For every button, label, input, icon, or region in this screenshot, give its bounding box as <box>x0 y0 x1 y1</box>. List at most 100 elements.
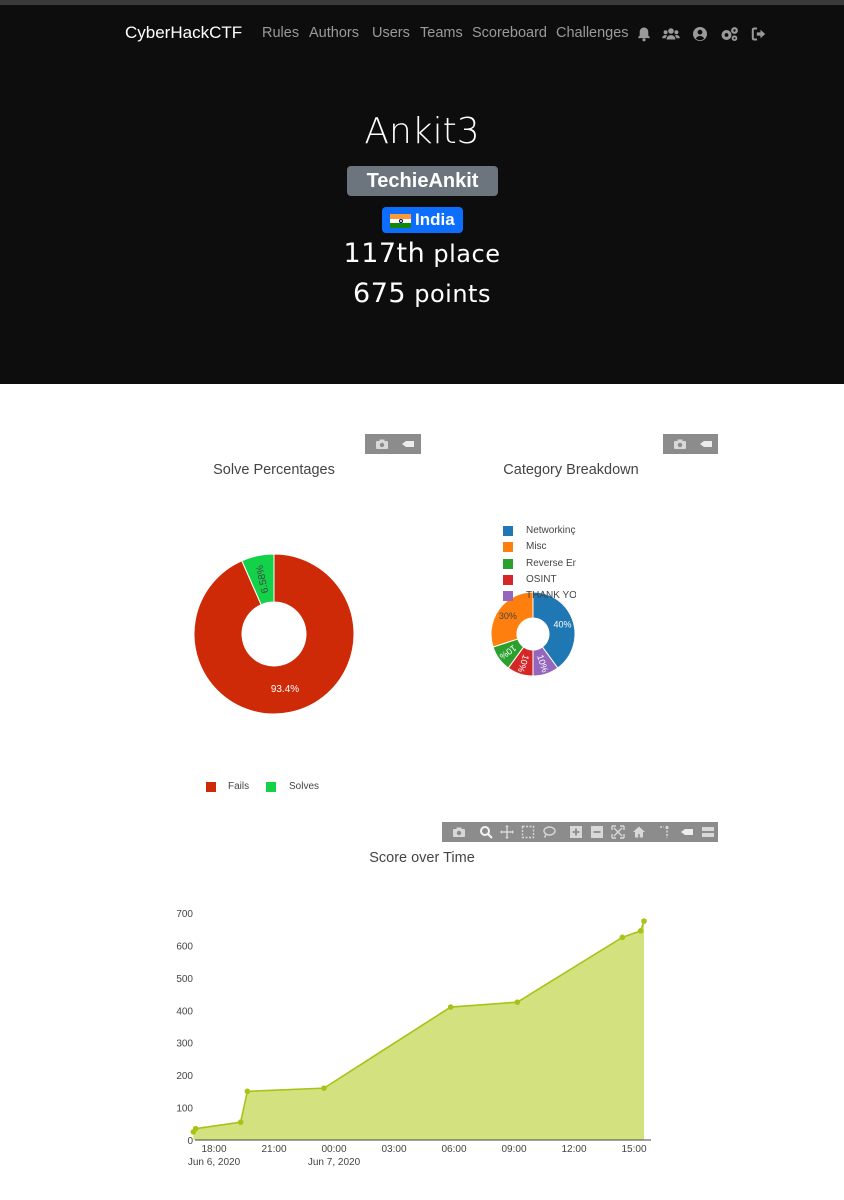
points-number: 675 <box>353 278 407 309</box>
score-point[interactable] <box>447 1004 454 1010</box>
score-area-fill <box>193 921 645 1140</box>
brand-link[interactable]: CyberHackCTF <box>125 23 243 42</box>
y-tick-label: 700 <box>176 909 193 920</box>
category-chart-modebar <box>663 434 718 454</box>
y-tick-label: 200 <box>176 1071 193 1082</box>
x-tick-label: 06:00 <box>441 1144 466 1155</box>
score-line <box>192 920 645 1133</box>
y-tick-label: 500 <box>176 974 193 985</box>
category-slice-label-networking: 40% <box>553 619 571 629</box>
box-select-icon[interactable] <box>521 825 535 839</box>
score-chart-modebar <box>442 822 718 842</box>
category-pie-chart: 40%10%10%10%30% <box>490 591 576 677</box>
user-points: 675 points <box>0 278 844 309</box>
camera-icon[interactable] <box>673 437 687 451</box>
x-tick-label: 03:00 <box>381 1144 406 1155</box>
legend-swatch-osint[interactable] <box>503 575 513 585</box>
zoom-icon[interactable] <box>479 825 493 839</box>
camera-icon[interactable] <box>375 437 389 451</box>
settings-icon[interactable] <box>720 26 739 42</box>
x-tick-label: 09:00 <box>501 1144 526 1155</box>
score-point[interactable] <box>321 1085 327 1091</box>
legend-label-reverse-engineering[interactable]: Reverse En <box>526 558 576 569</box>
user-place: 117th place <box>0 238 844 269</box>
legend-label-solves[interactable]: Solves <box>289 781 320 792</box>
legend-label-thank-you[interactable]: THANK YO <box>526 590 576 601</box>
nav-challenges[interactable]: Challenges <box>556 25 629 41</box>
place-suffix: place <box>433 240 501 268</box>
x-tick-label: 15:00 <box>621 1144 646 1155</box>
hover-closest-icon[interactable] <box>680 825 694 839</box>
category-legend: Networkinç Misc Reverse En OSINT THANK Y… <box>500 520 576 602</box>
x-tick-date-label: Jun 6, 2020 <box>188 1157 241 1168</box>
legend-label-misc[interactable]: Misc <box>526 541 547 552</box>
y-tick-label: 0 <box>187 1136 193 1147</box>
legend-swatch-fails[interactable] <box>206 782 216 792</box>
y-tick-label: 300 <box>176 1039 193 1050</box>
pan-icon[interactable] <box>500 825 514 839</box>
y-tick-label: 400 <box>176 1006 193 1017</box>
autoscale-icon[interactable] <box>611 825 625 839</box>
score-point[interactable] <box>619 934 626 941</box>
legend-label-fails[interactable]: Fails <box>228 781 250 792</box>
category-slice-label-misc: 30% <box>499 611 517 621</box>
legend-label-osint[interactable]: OSINT <box>526 574 557 585</box>
nav-teams[interactable]: Teams <box>420 25 463 41</box>
x-tick-label: 12:00 <box>561 1144 586 1155</box>
category-slice-misc[interactable] <box>490 591 534 648</box>
x-tick-date-label: Jun 7, 2020 <box>308 1157 361 1168</box>
solve-chart-title: Solve Percentages <box>213 462 335 478</box>
nav-rules[interactable]: Rules <box>262 25 300 41</box>
score-point[interactable] <box>641 918 647 924</box>
place-number: 117th <box>343 238 426 269</box>
y-tick-label: 600 <box>176 941 193 952</box>
plotly-logo-icon[interactable] <box>699 437 713 451</box>
camera-icon[interactable] <box>452 825 466 839</box>
x-tick-label: 00:00 <box>321 1144 346 1155</box>
points-suffix: points <box>414 280 491 308</box>
legend-swatch-reverse-engineering[interactable] <box>503 559 513 569</box>
hover-compare-icon[interactable] <box>701 825 715 839</box>
plotly-logo-icon[interactable] <box>401 437 415 451</box>
nav-users[interactable]: Users <box>372 25 410 41</box>
user-name: Ankit3 <box>364 111 480 152</box>
score-over-time-chart: 0 100 200 300 400 500 600 700 18:00 Jun 6, 2020 21… <box>176 909 651 1168</box>
zoom-in-icon[interactable] <box>569 825 583 839</box>
legend-swatch-misc[interactable] <box>503 542 513 552</box>
top-border <box>0 0 844 5</box>
solve-chart-modebar <box>365 434 421 454</box>
logout-icon[interactable] <box>751 26 767 42</box>
lasso-select-icon[interactable] <box>542 825 556 839</box>
user-circle-icon[interactable] <box>692 26 708 42</box>
score-point[interactable] <box>514 999 521 1005</box>
category-slice-networking[interactable] <box>532 591 576 669</box>
score-point[interactable] <box>637 928 644 934</box>
score-chart-title: Score over Time <box>369 850 475 866</box>
navbar: CyberHackCTF Rules Authors Users Teams S… <box>0 19 844 49</box>
legend-label-networking[interactable]: Networkinç <box>526 525 576 536</box>
users-icon[interactable] <box>662 26 680 42</box>
country-badge: India <box>382 207 463 233</box>
score-point[interactable] <box>244 1088 251 1095</box>
solve-slice-fails[interactable] <box>193 553 355 715</box>
bell-icon[interactable] <box>636 26 652 42</box>
solve-slice-solves[interactable] <box>241 553 275 606</box>
solve-slice-label-fails: 93.4% <box>271 684 299 695</box>
profile-header: CyberHackCTF Rules Authors Users Teams S… <box>0 5 844 384</box>
affiliation-badge: TechieAnkit <box>347 166 498 196</box>
score-point[interactable] <box>237 1119 244 1125</box>
solve-pie-chart: 93.4%6.58% <box>193 553 355 715</box>
india-flag-icon <box>390 214 411 228</box>
zoom-out-icon[interactable] <box>590 825 604 839</box>
x-tick-label: 18:00 <box>201 1144 226 1155</box>
nav-scoreboard[interactable]: Scoreboard <box>472 25 547 41</box>
nav-authors[interactable]: Authors <box>309 25 359 41</box>
home-icon[interactable] <box>632 825 646 839</box>
legend-swatch-networking[interactable] <box>503 526 513 536</box>
spike-lines-icon[interactable] <box>658 825 672 839</box>
legend-swatch-thank-you[interactable] <box>503 591 513 601</box>
legend-swatch-solves[interactable] <box>266 782 276 792</box>
x-tick-label: 21:00 <box>261 1144 286 1155</box>
score-point[interactable] <box>192 1125 199 1132</box>
category-chart-title: Category Breakdown <box>503 462 639 478</box>
